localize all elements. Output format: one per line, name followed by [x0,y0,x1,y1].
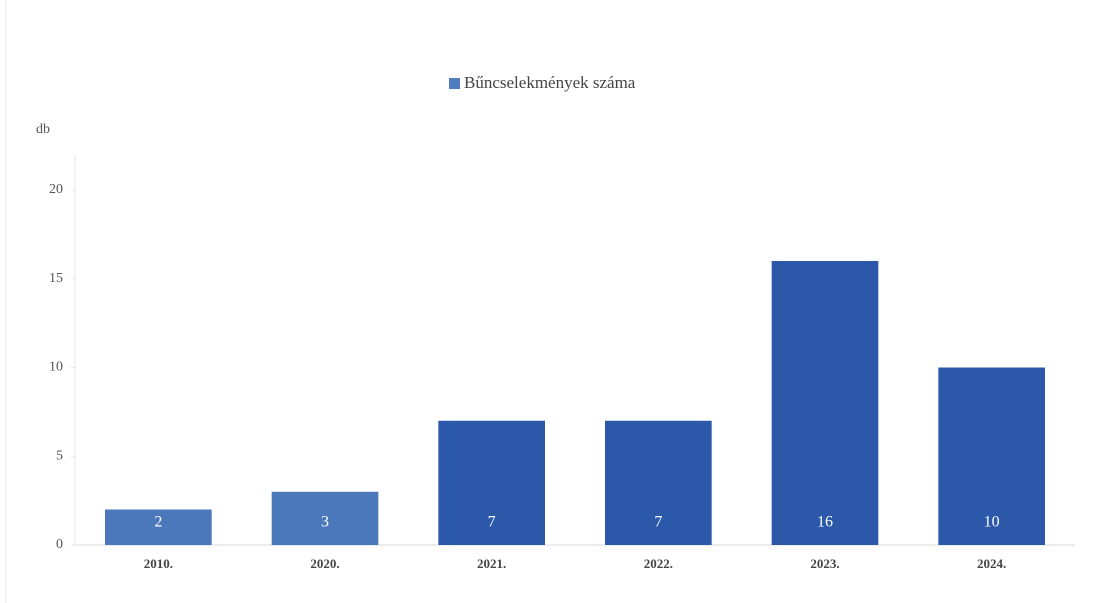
y-tick-label: 10 [49,360,63,375]
x-tick-label: 2024. [977,556,1006,571]
y-tick-label: 5 [56,448,63,463]
bar [438,420,545,545]
bar [938,367,1045,545]
bar [771,261,879,545]
x-tick-label: 2020. [310,556,339,571]
data-label: 3 [321,514,329,531]
legend-swatch [449,78,460,89]
bar [605,420,712,545]
y-tick-label: 20 [49,182,63,197]
data-label: 10 [984,514,1000,531]
x-tick-label: 2023. [810,556,839,571]
data-label: 7 [654,514,662,531]
bar [271,491,379,545]
bar [105,509,212,545]
y-tick-label: 15 [49,271,63,286]
data-label: 7 [488,514,496,531]
x-tick-label: 2021. [477,556,506,571]
x-tick-label: 2010. [144,556,173,571]
x-tick-label: 2022. [644,556,673,571]
y-tick-label: 0 [56,537,63,552]
data-label: 2 [154,514,162,531]
data-label: 16 [817,514,833,531]
legend-label: Bűncselekmények száma [464,73,636,92]
y-axis-label: db [36,122,50,137]
